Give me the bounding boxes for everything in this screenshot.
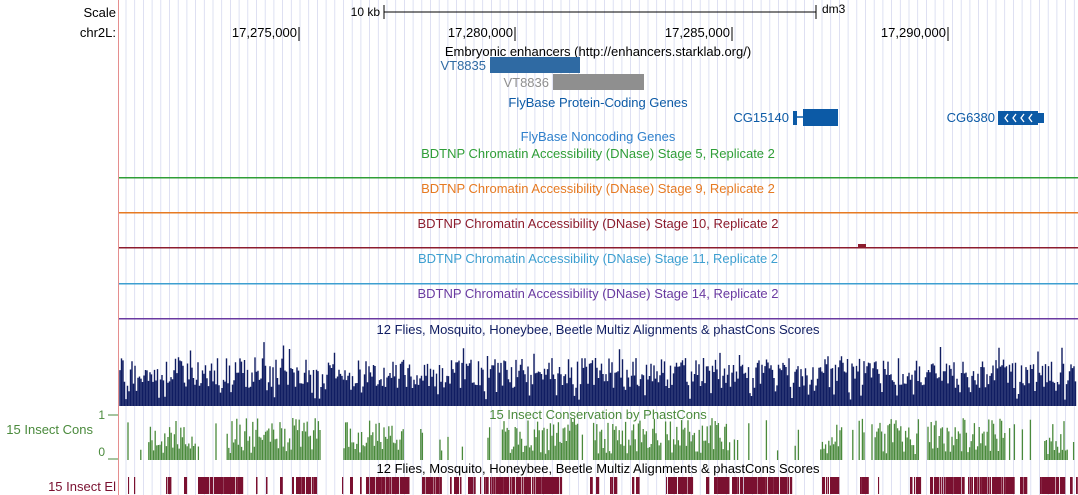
gene-cg15140-exon[interactable] — [803, 109, 838, 126]
dnase-track-stage10[interactable]: BDTNP Chromatin Accessibility (DNase) St… — [119, 216, 1078, 249]
scale-label: Scale — [83, 5, 116, 20]
elements-track[interactable]: 12 Flies, Mosquito, Honeybee, Beetle Mul… — [48, 461, 1078, 494]
scale-bar-text: 10 kb — [351, 5, 381, 19]
dnase-stage5-title: BDTNP Chromatin Accessibility (DNase) St… — [421, 146, 775, 161]
phastcons-signal — [127, 418, 1075, 460]
phastcons-track-title: 15 Insect Conservation by PhastCons — [489, 407, 707, 422]
dnase-track-stage14[interactable]: BDTNP Chromatin Accessibility (DNase) St… — [119, 286, 1078, 320]
gene-cg15140-exon[interactable] — [793, 111, 797, 125]
enhancers-track[interactable]: Embryonic enhancers (http://enhancers.st… — [440, 44, 751, 90]
dnase-track-stage11[interactable]: BDTNP Chromatin Accessibility (DNase) St… — [119, 251, 1078, 285]
ruler-tick-label: 17,275,000 — [232, 25, 297, 40]
enhancers-track-title: Embryonic enhancers (http://enhancers.st… — [445, 44, 751, 59]
phastcons-axis-max: 1 — [98, 408, 105, 422]
enhancer-vt8835-label[interactable]: VT8835 — [440, 58, 486, 73]
side-label-divider — [118, 0, 119, 495]
ruler-ticks: 17,275,000 17,280,000 17,285,000 17,290,000 — [232, 25, 949, 41]
enhancer-vt8836-label[interactable]: VT8836 — [503, 75, 549, 90]
ruler-tick-label: 17,285,000 — [665, 25, 730, 40]
dnase-stage14-title: BDTNP Chromatin Accessibility (DNase) St… — [417, 286, 778, 301]
ruler-tick-label: 17,290,000 — [881, 25, 946, 40]
phastcons-track[interactable]: 15 Insect Conservation by PhastCons 15 I… — [6, 407, 1075, 460]
elements-side-label[interactable]: 15 Insect El — [48, 479, 116, 494]
multiz-track-title: 12 Flies, Mosquito, Honeybee, Beetle Mul… — [377, 322, 820, 337]
dnase-stage5-signal — [119, 177, 1078, 179]
phastcons-axis-min: 0 — [98, 445, 105, 459]
gene-cg15140-label[interactable]: CG15140 — [733, 110, 789, 125]
enhancer-vt8836[interactable] — [553, 74, 644, 90]
gene-cg6380-label[interactable]: CG6380 — [947, 110, 995, 125]
gene-cg6380-exon[interactable] — [1038, 113, 1044, 123]
flybase-noncoding-title: FlyBase Noncoding Genes — [521, 129, 676, 144]
dnase-stage10-signal — [119, 247, 1078, 249]
gene-cg6380-exon[interactable] — [998, 111, 1038, 125]
dnase-stage10-title: BDTNP Chromatin Accessibility (DNase) St… — [417, 216, 778, 231]
flybase-coding-track[interactable]: FlyBase Protein-Coding Genes CG15140 CG6… — [508, 95, 1044, 126]
dnase-stage9-title: BDTNP Chromatin Accessibility (DNase) St… — [421, 181, 775, 196]
ruler-tick-label: 17,280,000 — [448, 25, 513, 40]
dnase-track-stage9[interactable]: BDTNP Chromatin Accessibility (DNase) St… — [119, 181, 1078, 214]
assembly-label: dm3 — [822, 2, 846, 16]
multiz-track[interactable]: 12 Flies, Mosquito, Honeybee, Beetle Mul… — [119, 322, 1077, 406]
multiz-bars — [119, 342, 1077, 406]
dnase-stage11-title: BDTNP Chromatin Accessibility (DNase) St… — [418, 251, 778, 266]
dnase-stage11-signal — [119, 283, 1078, 285]
multiz-signal — [119, 342, 1077, 406]
conserved-elements — [128, 477, 1078, 494]
gene-cg6380-strand-arrows — [1004, 113, 1033, 123]
elements-track-title: 12 Flies, Mosquito, Honeybee, Beetle Mul… — [377, 461, 820, 476]
dnase-stage10-peak — [858, 244, 866, 247]
phastcons-side-label[interactable]: 15 Insect Cons — [6, 422, 93, 437]
chrom-label: chr2L: — [80, 25, 116, 40]
dnase-stage9-signal — [119, 212, 1078, 214]
conserved-element-blocks — [128, 477, 1078, 494]
dnase-track-stage5[interactable]: BDTNP Chromatin Accessibility (DNase) St… — [119, 146, 1078, 179]
ruler-track[interactable]: Scale chr2L: 10 kb dm3 17,275,000 17,280,… — [80, 2, 949, 41]
dnase-stage14-signal — [119, 318, 1078, 320]
phastcons-bars — [127, 418, 1075, 460]
enhancer-vt8835[interactable] — [490, 57, 580, 73]
flybase-coding-title: FlyBase Protein-Coding Genes — [508, 95, 688, 110]
